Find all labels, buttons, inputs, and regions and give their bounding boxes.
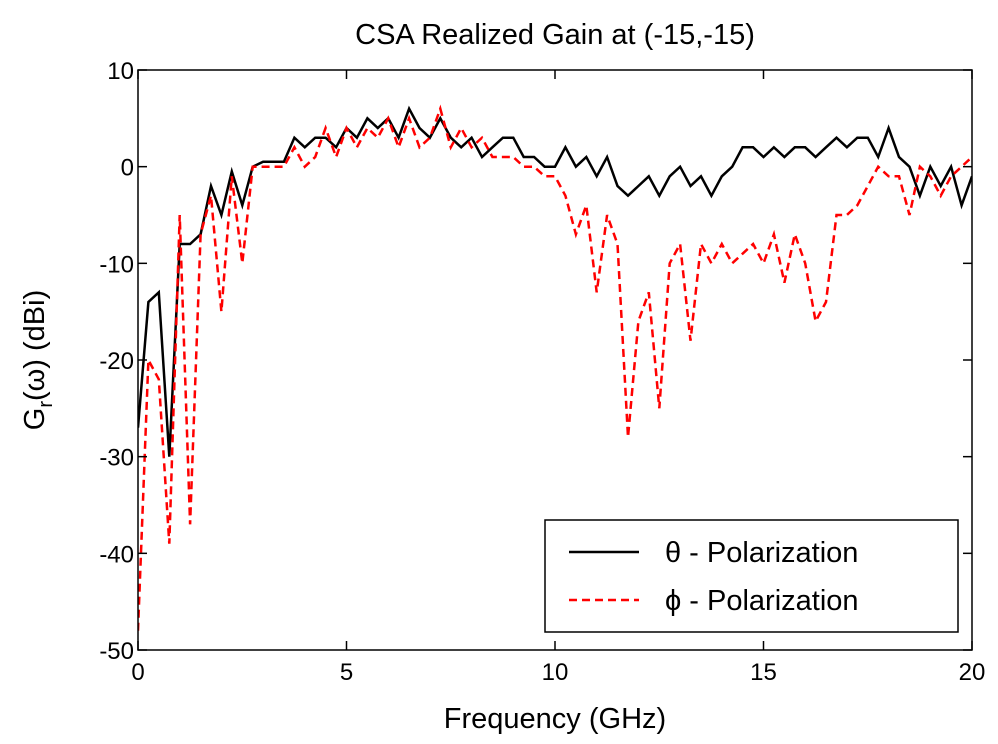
y-tick-label: 10	[107, 58, 134, 85]
legend-box	[544, 519, 959, 633]
x-tick-label: 20	[959, 659, 986, 686]
legend-label: ϕ - Polarization	[665, 585, 859, 617]
series-line	[138, 104, 972, 631]
y-tick-label: -20	[99, 348, 134, 375]
y-tick-label: -10	[99, 251, 134, 278]
y-tick-label: -30	[99, 445, 134, 472]
legend-label: θ - Polarization	[665, 537, 858, 569]
x-tick-label: 0	[131, 659, 144, 686]
x-tick-label: 10	[542, 659, 569, 686]
y-tick-label: 0	[121, 155, 134, 182]
y-label-sub: r	[35, 401, 57, 408]
x-tick-label: 5	[340, 659, 353, 686]
series-line	[138, 105, 972, 457]
y-label-main: G	[19, 408, 51, 431]
y-tick-label: -50	[99, 638, 134, 665]
y-label-rest: (ω) (dBi)	[19, 290, 51, 401]
x-axis-label: Frequency (GHz)	[444, 703, 666, 735]
y-tick-label: -40	[99, 541, 134, 568]
x-tick-label: 15	[750, 659, 777, 686]
chart-title: CSA Realized Gain at (-15,-15)	[355, 19, 755, 51]
y-axis-label: Gr(ω) (dBi)	[19, 290, 57, 430]
